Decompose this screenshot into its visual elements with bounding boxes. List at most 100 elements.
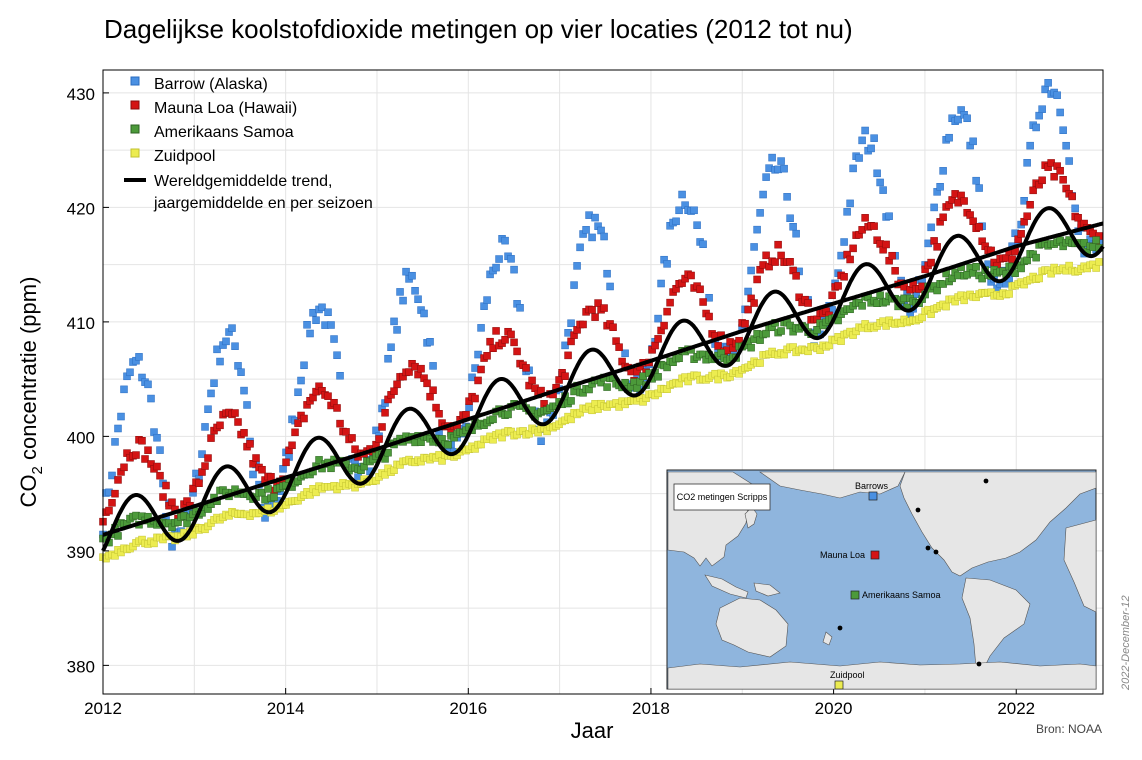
data-point: [762, 329, 770, 338]
data-point: [945, 133, 953, 142]
data-point: [789, 222, 797, 231]
data-point: [483, 352, 491, 360]
data-point: [249, 470, 257, 479]
data-point: [858, 302, 866, 310]
inset-marker-barrows: [868, 491, 878, 501]
data-point: [861, 214, 869, 222]
data-point: [678, 190, 686, 199]
inset-other-station: [976, 661, 982, 667]
data-point: [561, 372, 569, 380]
data-point: [270, 493, 278, 501]
data-point: [663, 307, 671, 316]
data-point: [699, 240, 707, 248]
data-point: [870, 134, 878, 142]
inset-other-station: [837, 625, 843, 631]
data-point: [144, 446, 152, 454]
data-point: [243, 401, 251, 409]
data-point: [615, 343, 623, 351]
data-point: [240, 386, 248, 395]
data-point: [579, 320, 587, 329]
x-tick-label: 2020: [815, 699, 853, 718]
data-point: [777, 327, 785, 335]
data-point: [231, 409, 239, 417]
data-point: [744, 287, 752, 296]
data-point: [759, 190, 767, 199]
data-point: [375, 435, 383, 443]
data-point: [153, 462, 161, 471]
data-point: [780, 164, 788, 173]
data-point: [768, 153, 776, 162]
inset-other-station: [915, 507, 921, 513]
data-point: [348, 434, 356, 442]
data-point: [108, 471, 116, 480]
data-point: [654, 335, 662, 343]
data-point: [861, 126, 869, 135]
data-point: [762, 173, 770, 181]
data-point: [312, 316, 320, 324]
inset-marker-mauna-loa: [870, 550, 880, 560]
data-point: [510, 338, 518, 347]
data-point: [786, 214, 794, 223]
data-point: [747, 266, 755, 275]
data-point: [564, 351, 572, 360]
data-point: [600, 304, 608, 312]
data-point: [606, 282, 614, 291]
data-point: [1020, 197, 1028, 205]
data-point: [429, 362, 437, 370]
data-point: [966, 211, 974, 219]
legend-marker-zuidpool: [130, 148, 140, 158]
data-point: [207, 389, 215, 398]
inset-land-indonesia: [704, 574, 749, 599]
data-point: [168, 498, 176, 507]
data-point: [687, 271, 695, 280]
y-tick-label: 380: [67, 657, 95, 676]
inset-land-antarctica: [667, 661, 1097, 690]
inset-other-station: [925, 545, 931, 551]
data-point: [198, 450, 206, 458]
data-point: [390, 317, 398, 326]
data-point: [222, 337, 230, 346]
data-point: [486, 337, 494, 346]
data-point: [537, 437, 545, 445]
inset-other-station: [983, 478, 989, 484]
y-tick-label: 400: [67, 428, 95, 447]
data-point: [507, 330, 515, 339]
data-point: [1038, 176, 1046, 185]
data-point: [1092, 236, 1100, 244]
data-point: [327, 321, 335, 329]
data-point: [234, 362, 242, 370]
data-point: [603, 383, 611, 391]
data-point: [501, 336, 509, 344]
data-point: [204, 454, 212, 462]
date-stamp: 2022-December-12: [1120, 595, 1132, 690]
data-point: [1038, 105, 1046, 113]
data-point: [324, 392, 332, 400]
data-point: [1026, 141, 1034, 150]
data-point: [882, 240, 890, 249]
data-point: [228, 324, 236, 332]
data-point: [141, 455, 149, 463]
data-point: [201, 462, 209, 470]
data-point: [477, 365, 485, 374]
data-point: [306, 329, 314, 338]
chart-title: Dagelijkse koolstofdioxide metingen op v…: [104, 14, 853, 44]
data-point: [210, 379, 218, 387]
data-point: [705, 294, 713, 302]
data-point: [1035, 274, 1043, 283]
data-point: [1017, 230, 1025, 238]
y-axis-label: CO2 concentratie (ppm): [16, 277, 46, 508]
data-point: [522, 364, 530, 372]
data-point: [576, 243, 584, 252]
data-point: [426, 392, 434, 401]
data-point: [267, 473, 275, 481]
data-point: [114, 424, 122, 433]
data-point: [282, 458, 290, 467]
data-point: [318, 303, 326, 312]
data-point: [930, 203, 938, 212]
data-point: [393, 380, 401, 389]
legend-label-barrow: Barrow (Alaska): [154, 76, 268, 93]
data-point: [573, 262, 581, 270]
data-point: [138, 437, 146, 445]
data-point: [204, 405, 212, 413]
data-point: [600, 232, 608, 241]
